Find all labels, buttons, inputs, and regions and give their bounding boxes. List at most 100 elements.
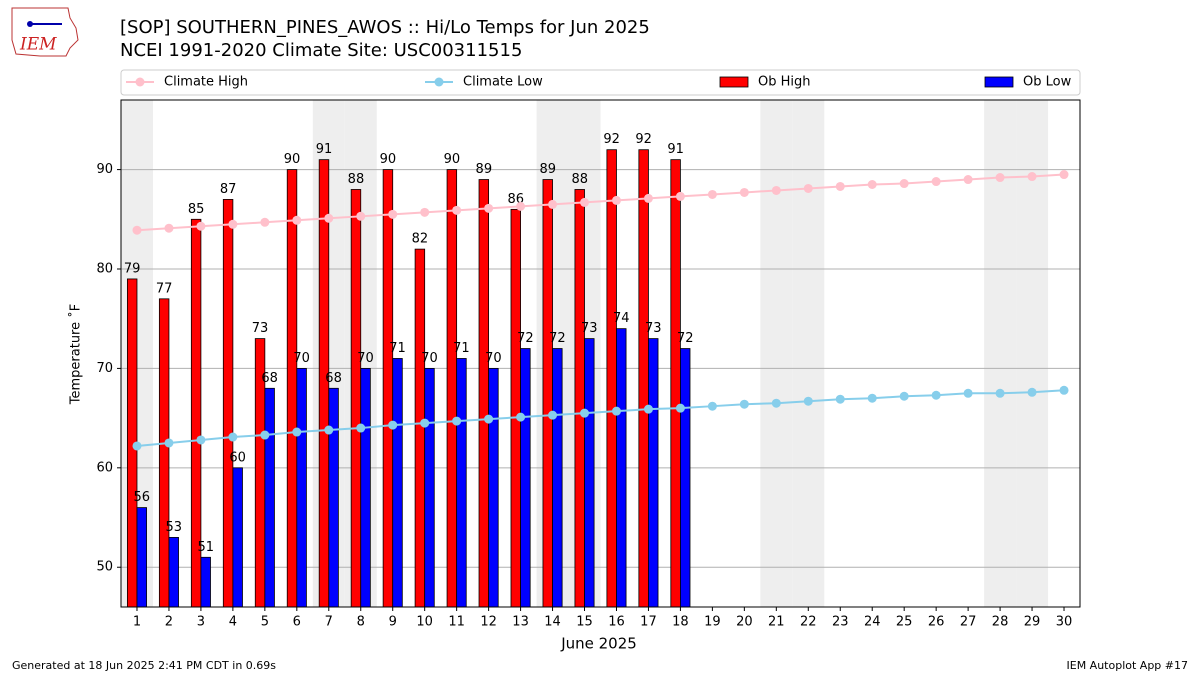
line-point <box>132 441 142 451</box>
legend-label: Climate Low <box>463 75 543 90</box>
bar-value-label: 70 <box>293 351 310 366</box>
line-point <box>580 197 590 207</box>
line-point <box>292 215 302 225</box>
y-tick-label: 50 <box>96 560 113 575</box>
logo-text: IEM <box>19 35 57 55</box>
bar <box>328 387 339 608</box>
line-point <box>867 180 877 189</box>
bar-value-label: 90 <box>380 152 397 167</box>
bar-value-label: 68 <box>261 371 278 386</box>
line-point <box>803 183 813 193</box>
line-point <box>675 403 685 413</box>
bar <box>446 169 458 608</box>
bar <box>222 199 234 608</box>
line-point <box>771 398 781 408</box>
bar <box>296 368 307 608</box>
bar <box>350 189 362 608</box>
bar-value-label: 73 <box>645 321 662 336</box>
x-tick-label: 22 <box>800 615 817 630</box>
line-point <box>995 173 1005 183</box>
line-point <box>803 396 813 406</box>
line-point <box>452 205 462 215</box>
y-tick-label: 60 <box>96 460 113 475</box>
bar <box>456 358 467 608</box>
line-point <box>228 219 238 229</box>
bar-value-label: 73 <box>252 321 269 336</box>
line-point <box>899 391 909 401</box>
legend-box <box>120 69 1081 96</box>
bar <box>638 149 649 608</box>
bar-value-label: 85 <box>188 202 205 217</box>
line-point <box>963 175 973 185</box>
bar-value-label: 72 <box>517 331 534 346</box>
x-tick-label: 17 <box>640 615 657 630</box>
x-tick-label: 5 <box>261 615 269 630</box>
bar <box>264 387 275 608</box>
line-point <box>867 393 877 403</box>
bar <box>424 368 435 608</box>
weekend-shade <box>792 100 825 607</box>
bar <box>286 169 298 608</box>
line-point <box>675 191 685 201</box>
bar <box>542 179 553 608</box>
line-point <box>420 418 430 428</box>
legend-label: Climate High <box>164 75 248 90</box>
x-tick-label: 18 <box>672 615 689 630</box>
line-point <box>132 225 142 235</box>
x-tick-label: 3 <box>197 615 205 630</box>
bar-value-label: 87 <box>220 182 237 197</box>
line-point <box>611 195 621 205</box>
line-point <box>963 388 973 398</box>
legend-swatch <box>984 76 1014 88</box>
bar-value-label: 72 <box>677 331 694 346</box>
line-point <box>643 404 653 414</box>
bar <box>232 467 243 608</box>
x-tick-label: 24 <box>864 615 881 630</box>
bar <box>136 507 147 608</box>
line-point <box>1059 385 1069 395</box>
line-point <box>835 394 845 404</box>
bar-value-label: 53 <box>165 520 182 535</box>
line-point <box>516 412 526 422</box>
x-tick-label: 25 <box>896 615 913 630</box>
line-point <box>196 435 206 445</box>
x-tick-label: 28 <box>992 615 1009 630</box>
x-tick-label: 21 <box>768 615 785 630</box>
x-tick-label: 19 <box>704 615 721 630</box>
x-tick-label: 9 <box>389 615 397 630</box>
line-point <box>931 177 941 187</box>
line-point <box>324 213 334 223</box>
line <box>136 173 1065 232</box>
bar-value-label: 70 <box>357 351 374 366</box>
line-point <box>548 410 558 420</box>
bar-value-label: 73 <box>581 321 598 336</box>
bar <box>200 556 211 608</box>
line-point <box>356 423 366 433</box>
bar-value-label: 79 <box>124 261 141 276</box>
line-point <box>995 388 1005 398</box>
bar-value-label: 82 <box>412 232 429 247</box>
bar-value-label: 72 <box>549 331 566 346</box>
legend-label: Ob Low <box>1023 75 1072 90</box>
line-point <box>611 406 621 416</box>
bar-value-label: 68 <box>325 371 342 386</box>
line-point <box>771 185 781 195</box>
logo-map <box>11 7 79 57</box>
bar <box>574 189 585 608</box>
weekend-shade <box>984 100 1017 607</box>
bar-value-label: 91 <box>667 142 684 157</box>
bar <box>414 248 426 608</box>
x-tick-label: 12 <box>480 615 497 630</box>
line-point <box>739 187 749 197</box>
bar-value-label: 71 <box>389 341 406 356</box>
bar-value-label: 92 <box>635 132 652 147</box>
x-tick-label: 15 <box>576 615 593 630</box>
bar <box>584 338 595 608</box>
logo: IEM <box>11 7 79 57</box>
bar <box>680 348 691 608</box>
legend-marker <box>135 77 145 87</box>
line-point <box>1059 170 1069 180</box>
line-point <box>707 189 717 199</box>
bar-value-label: 90 <box>444 152 461 167</box>
